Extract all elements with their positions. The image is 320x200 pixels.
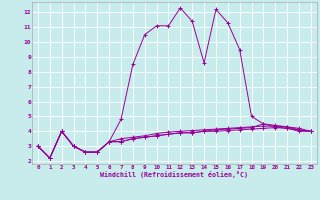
X-axis label: Windchill (Refroidissement éolien,°C): Windchill (Refroidissement éolien,°C) bbox=[100, 171, 248, 178]
